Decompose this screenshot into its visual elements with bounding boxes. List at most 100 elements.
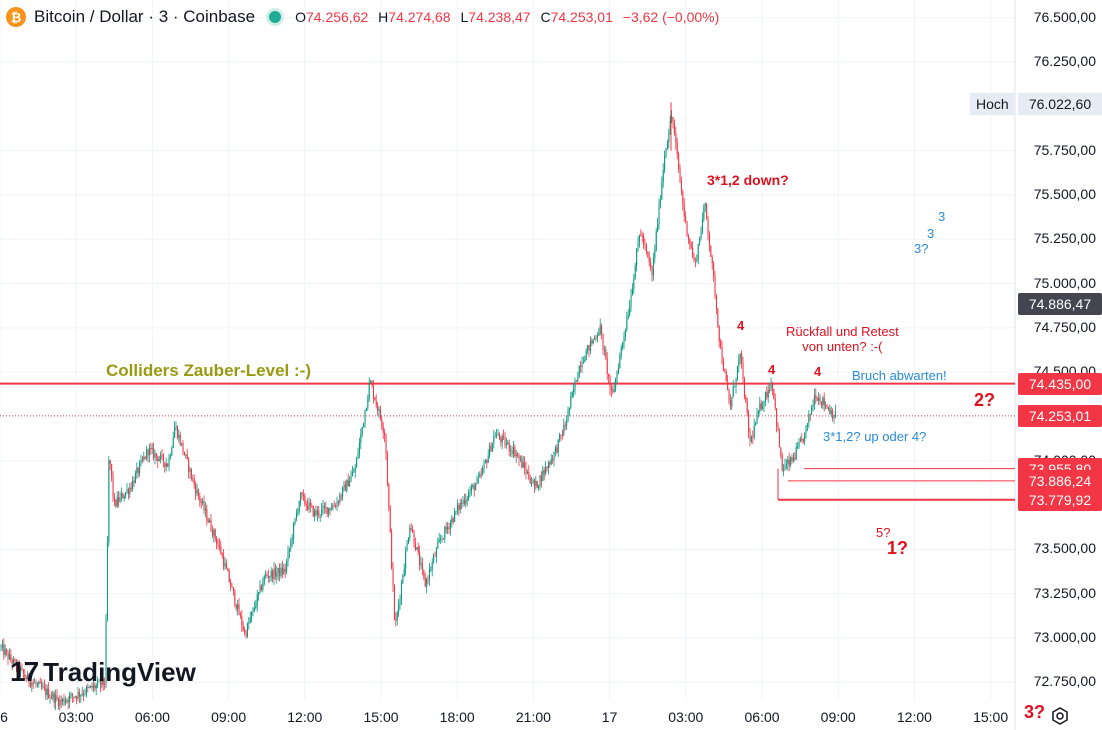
candle-body (259, 585, 261, 593)
wave-label-4a: 4 (737, 318, 745, 333)
candle-body (134, 473, 136, 484)
candle-body (791, 457, 793, 461)
candle-body (760, 403, 762, 409)
candle-body (305, 503, 307, 506)
candle-body (640, 234, 642, 237)
candle-body (577, 377, 579, 382)
candle-body (342, 487, 344, 497)
candle-body (361, 426, 363, 434)
candle-body (573, 389, 575, 393)
candle-body (85, 687, 87, 694)
candle-body (151, 447, 153, 449)
candle-body (790, 457, 792, 466)
candle-body (475, 484, 477, 491)
candle-body (451, 518, 453, 523)
candle-body (18, 663, 20, 673)
x-tick-label: 18:00 (439, 709, 475, 725)
candle-body (263, 576, 265, 584)
x-tick-label: 12:00 (287, 709, 323, 725)
candle-body (94, 685, 96, 689)
candle-body (106, 542, 108, 620)
candle-body (115, 499, 117, 507)
candle-body (48, 688, 50, 699)
candle-body (669, 120, 671, 134)
tradingview-logo[interactable]: 17 TradingView (10, 656, 196, 688)
candle-body (773, 388, 775, 399)
candle-body (147, 449, 149, 456)
candle-body (60, 700, 62, 702)
candle-body (832, 410, 834, 419)
candle-body (570, 396, 572, 408)
candle-body (508, 442, 510, 451)
candle-body (811, 407, 813, 415)
candle-body (486, 460, 488, 463)
candle-body (298, 501, 300, 512)
symbol-title[interactable]: Bitcoin / Dollar · 3 · Coinbase (34, 7, 256, 26)
candle-body (171, 447, 173, 456)
candle-body (209, 519, 211, 523)
candle-body (1, 644, 3, 647)
candle-body (210, 519, 212, 531)
candle-body (689, 238, 691, 245)
candle-body (727, 381, 729, 391)
candle-body (578, 366, 580, 378)
candle-body (403, 568, 405, 577)
candle-body (724, 370, 726, 372)
candle-body (35, 682, 37, 685)
market-status-icon[interactable] (269, 11, 282, 23)
candle-body (487, 455, 489, 463)
candle-body (83, 693, 85, 695)
candle-body (244, 630, 246, 632)
candle-body (533, 480, 535, 487)
x-tick-label: 09:00 (820, 709, 856, 725)
x-tick-label: 03:00 (668, 709, 704, 725)
candle-body (504, 437, 506, 446)
candle-body (111, 464, 113, 477)
candle-body (175, 426, 177, 428)
candle-body (340, 495, 342, 497)
candle-body (406, 542, 408, 552)
candle-body (57, 698, 59, 706)
candle-body (820, 402, 822, 405)
candle-body (477, 476, 479, 478)
candle-body (561, 434, 563, 436)
candle-body (554, 447, 556, 453)
candle-body (777, 425, 779, 431)
candle-body (696, 259, 698, 261)
candle-body (246, 623, 248, 637)
candle-body (622, 342, 624, 348)
candle-body (728, 390, 730, 401)
candle-body (447, 527, 449, 530)
candle-body (55, 695, 57, 703)
candle-body (288, 548, 290, 552)
candle-body (757, 411, 759, 414)
candle-body (489, 445, 491, 456)
candle-body (658, 202, 660, 225)
candle-body (822, 397, 824, 405)
candle-body (70, 693, 72, 696)
badge-74435: 74.435,00 (1018, 372, 1102, 395)
candle-body (27, 674, 29, 680)
candle-body (797, 446, 799, 448)
candle-body (300, 492, 302, 502)
candle-body (459, 502, 461, 510)
candle-body (476, 477, 478, 485)
wave-label-4c: 4 (814, 364, 822, 379)
badge-73886: 73.886,24 (1018, 469, 1102, 492)
candle-body (389, 506, 391, 532)
candle-body (319, 514, 321, 516)
candle-body (223, 555, 225, 567)
candle-body (87, 687, 89, 688)
candle-body (596, 335, 598, 339)
candle-body (25, 677, 27, 680)
candle-body (90, 685, 92, 688)
candle-body (490, 445, 492, 452)
candle-body (76, 696, 78, 699)
candle-body (685, 216, 687, 222)
candle-body (267, 576, 269, 578)
candle-body (755, 423, 757, 426)
candle-body (463, 500, 465, 504)
candle-body (196, 489, 198, 494)
settings-icon[interactable] (1050, 706, 1070, 726)
